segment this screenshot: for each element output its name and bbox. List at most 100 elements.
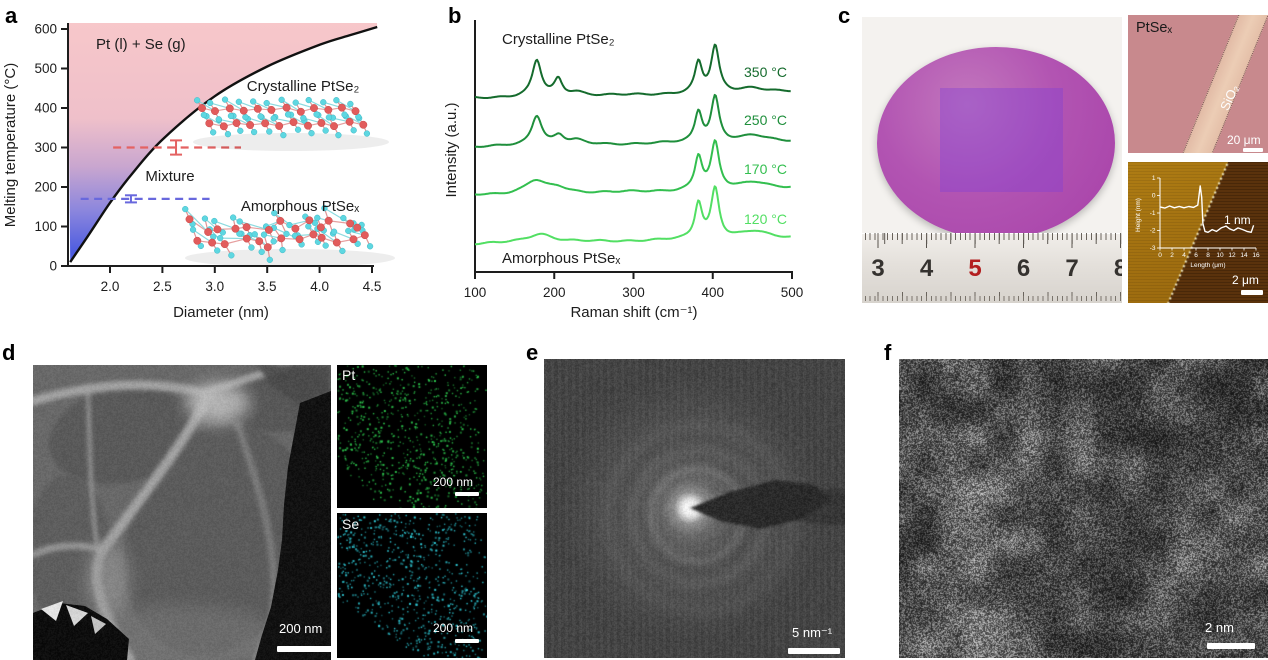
- afm-x-tick-label: 16: [1252, 252, 1260, 259]
- optical-scalebar: [1243, 148, 1263, 152]
- a-x-tick-label: 2.5: [153, 279, 172, 294]
- raman-label-crystalline: Crystalline PtSe₂: [502, 31, 615, 48]
- phase-region-label-mixture: Mixture: [145, 168, 194, 185]
- raman-curve-250°C: [474, 93, 791, 148]
- ruler-number-6: 6: [1016, 255, 1031, 282]
- afm-x-tick-label: 12: [1228, 252, 1236, 259]
- a-x-tick-label: 3.0: [205, 279, 224, 294]
- raman-series-label-120: 120 °C: [744, 211, 787, 227]
- transition-error-marker: [124, 194, 137, 204]
- ruler-number-3: 3: [871, 255, 885, 282]
- phase-region-label-amorphous: Amorphous PtSeₓ: [241, 198, 359, 215]
- ruler-number-7: 7: [1065, 255, 1079, 282]
- afm-scalebar-label: 2 μm: [1232, 273, 1259, 287]
- a-x-tick-label: 3.5: [258, 279, 277, 294]
- raman-curve-170°C: [474, 139, 791, 196]
- raman-curve-120°C: [474, 185, 791, 246]
- afm-x-tick-label: 2: [1170, 252, 1174, 259]
- eds-pt-label: Pt: [342, 367, 356, 383]
- optical-material-label: PtSeₓ: [1136, 20, 1173, 36]
- ruler-mm-ticks: [862, 233, 1122, 240]
- wafer-film-square: [940, 88, 1063, 192]
- afm-step-height-label: 1 nm: [1224, 213, 1251, 227]
- eds-se-scalebar: [455, 639, 479, 643]
- afm-y-tick-label: -2: [1150, 228, 1156, 235]
- panel-d-label: d: [2, 340, 16, 365]
- ruler-bottom-ticks-short: [862, 296, 1122, 301]
- a-y-tick-label: 400: [34, 101, 57, 116]
- a-x-axis-title: Diameter (nm): [173, 304, 269, 321]
- a-y-tick-label: 100: [34, 219, 57, 234]
- wafer: [877, 47, 1115, 239]
- afm-inset-profile-chart: 10-1-2-30 2 4 6 8 10 12 14 16 Height (nm) Length…: [1135, 175, 1260, 269]
- crystalline-lattice-illustration: [193, 96, 389, 151]
- b-x-axis-title: Raman shift (cm⁻¹): [570, 304, 697, 321]
- b-x-tick-label: 500: [781, 285, 804, 300]
- b-y-axis-title: Intensity (a.u.): [445, 102, 460, 197]
- melting-curve: [69, 25, 378, 263]
- b-x-tick-label: 300: [622, 285, 645, 300]
- tem-scalebar: [277, 646, 331, 652]
- eds-pt-dots: [337, 365, 487, 508]
- transition-error-marker: [170, 139, 183, 156]
- panel-b-label: b: [448, 3, 462, 28]
- ruler: 3 4 5 6 7 8: [862, 233, 1122, 303]
- ruler-number-4: 4: [919, 255, 934, 282]
- hrstem-scalebar-label: 2 nm: [1205, 620, 1234, 635]
- raman-curve-350°C: [474, 43, 791, 99]
- diffraction-scalebar-label: 5 nm⁻¹: [792, 625, 833, 640]
- phase-region-label-crystalline: Crystalline PtSe₂: [247, 78, 360, 95]
- tem-image: 200 nm: [33, 365, 331, 660]
- afm-image: 1 0 -1 -2 -3 0 2 4 6 8 10 12 14 16 Height (nm) Length…: [1128, 162, 1268, 303]
- optical-scalebar-label: 20 μm: [1227, 133, 1261, 147]
- b-x-tick-label: 100: [464, 285, 487, 300]
- a-y-tick-label: 0: [49, 259, 57, 274]
- panel-c-label: c: [838, 3, 851, 28]
- b-x-tick-label: 400: [701, 285, 724, 300]
- phase-diagram-chart: 0 100 200 300 400 500 600 2.0 2.5 3.0 3.5 4.0 4.5 Pt…: [2, 22, 395, 321]
- a-y-axis-title: Melting temperature (°C): [2, 63, 19, 227]
- afm-inset-geometry: 10-1-2-30 2 4 6 8 10 12 14 16: [1150, 175, 1260, 259]
- eds-pt-scalebar-label: 200 nm: [433, 475, 474, 489]
- eds-se-dots: [337, 513, 487, 658]
- a-x-tick-label: 4.5: [363, 279, 382, 294]
- phase-diagram-geometry: 0 100 200 300 400 500 600 2.0 2.5 3.0 3.5 4.0 4.5: [34, 22, 395, 294]
- eds-se-scalebar-label: 200 nm: [433, 621, 474, 635]
- afm-x-tick-label: 4: [1182, 252, 1186, 259]
- a-x-tick-label: 4.0: [310, 279, 329, 294]
- diffraction-scalebar: [788, 648, 840, 654]
- b-axes: [474, 20, 793, 273]
- hrstem-scalebar: [1207, 643, 1255, 649]
- ruler-number-5: 5: [968, 255, 982, 282]
- afm-y-tick-label: 1: [1152, 175, 1156, 182]
- raman-geometry: 100 200 300 400 500: [464, 20, 804, 300]
- raman-series-label-250: 250 °C: [744, 112, 787, 128]
- eds-se-label: Se: [342, 516, 360, 532]
- raman-label-amorphous: Amorphous PtSeₓ: [502, 250, 620, 267]
- diffraction-pattern-image: 5 nm⁻¹: [544, 359, 845, 658]
- eds-map-pt: Pt 200 nm: [337, 365, 487, 508]
- afm-x-tick-label: 6: [1194, 252, 1198, 259]
- afm-y-axis-title: Height (nm): [1135, 198, 1142, 232]
- panel-e-label: e: [526, 340, 539, 365]
- panel-f-label: f: [884, 340, 892, 365]
- a-y-tick-label: 200: [34, 180, 57, 195]
- hrstem-image: 2 nm: [899, 359, 1268, 658]
- eds-pt-scalebar: [455, 492, 479, 496]
- afm-x-axis-title: Length (μm): [1190, 262, 1225, 269]
- afm-x-tick-label: 0: [1158, 252, 1162, 259]
- ruler-number-8: 8: [1113, 255, 1122, 282]
- raman-chart: 100 200 300 400 500 Crystalline PtSe₂ Amorph…: [445, 20, 804, 321]
- afm-x-tick-label: 8: [1206, 252, 1210, 259]
- tem-scalebar-label: 200 nm: [279, 621, 323, 636]
- afm-x-tick-label: 10: [1216, 252, 1224, 259]
- afm-y-tick-label: -3: [1150, 245, 1156, 252]
- phase-region-fill: [68, 23, 378, 263]
- afm-height-profile-curve: [1159, 185, 1255, 233]
- a-x-tick-label: 2.0: [101, 279, 120, 294]
- wafer-photo: 3 4 5 6 7 8: [862, 17, 1122, 303]
- tem-grain-overlay: [33, 365, 331, 660]
- afm-y-tick-label: -1: [1150, 210, 1156, 217]
- a-y-tick-label: 500: [34, 61, 57, 76]
- diffraction-grain-overlay: [544, 359, 845, 658]
